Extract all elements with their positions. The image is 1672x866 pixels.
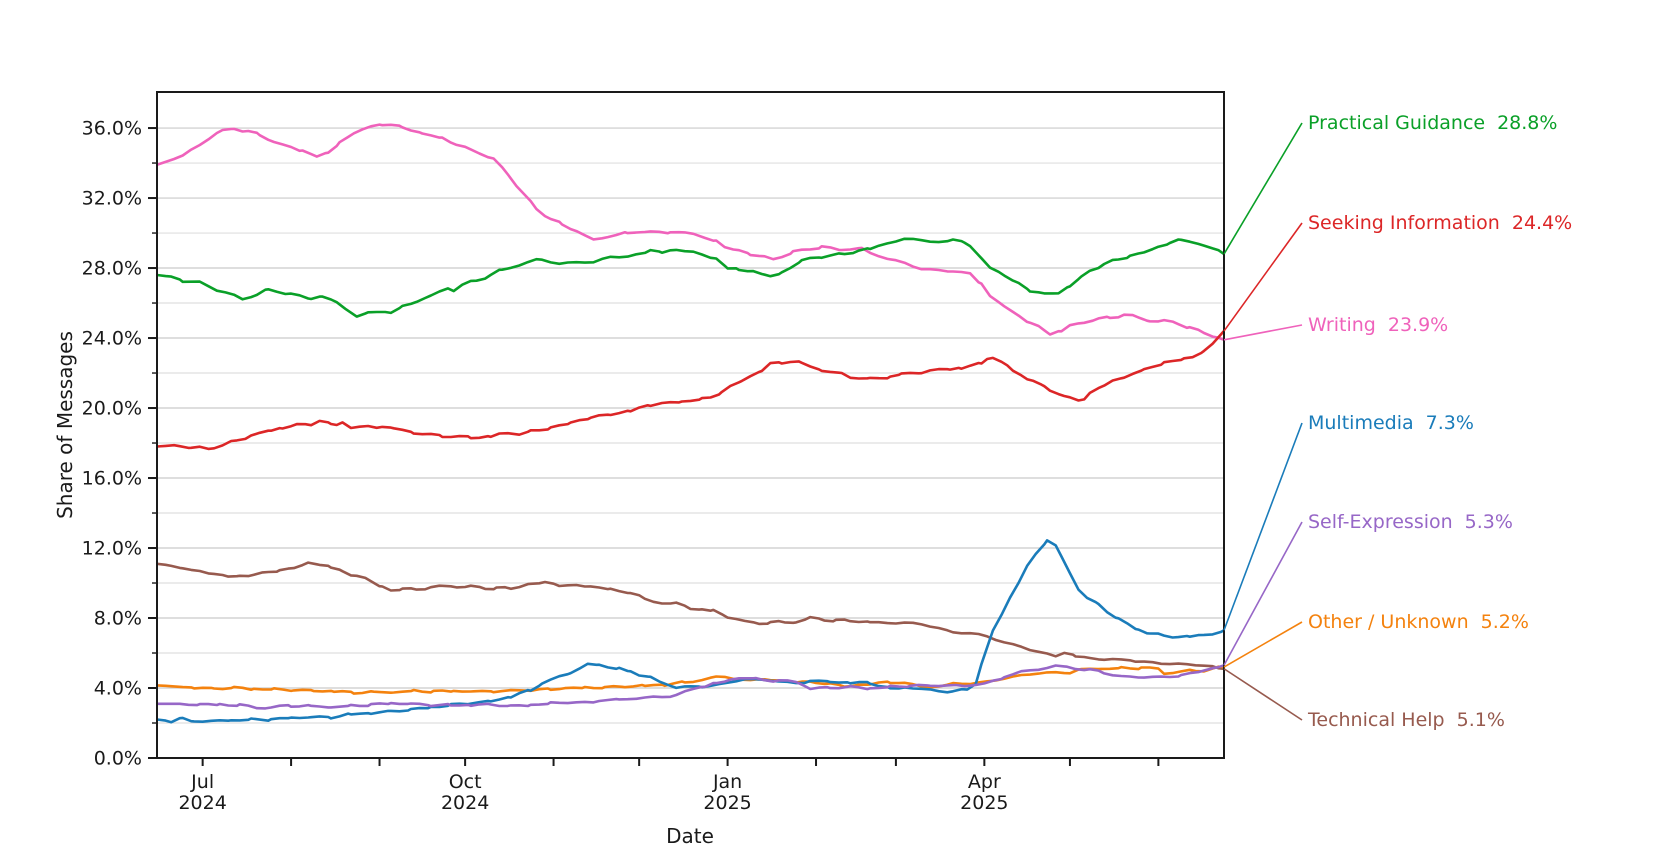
series-line-other-unknown — [157, 665, 1224, 695]
legend-other-unknown: Other / Unknown 5.2% — [1308, 608, 1529, 636]
series-line-writing — [157, 123, 1224, 342]
series-value: 5.1% — [1456, 709, 1505, 731]
y-tick-label: 20.0% — [82, 398, 142, 420]
series-value: 23.9% — [1387, 314, 1449, 336]
legend-seeking-information: Seeking Information 24.4% — [1308, 209, 1572, 237]
x-tick-label: Jan 2025 — [703, 771, 751, 814]
y-tick-label: 4.0% — [94, 678, 142, 700]
series-line-self-expression — [157, 663, 1224, 710]
y-tick-label: 0.0% — [94, 748, 142, 770]
series-value: 28.8% — [1497, 112, 1558, 134]
legend-self-expression: Self-Expression 5.3% — [1308, 508, 1513, 536]
y-tick-label: 28.0% — [82, 258, 142, 280]
legend-technical-help: Technical Help 5.1% — [1308, 706, 1505, 734]
y-tick-label: 32.0% — [82, 188, 142, 210]
leader-line-multimedia — [1223, 422, 1303, 631]
series-value: 24.4% — [1511, 212, 1573, 234]
series-name: Writing — [1308, 314, 1376, 336]
series-value: 5.3% — [1464, 511, 1513, 533]
legend-multimedia: Multimedia 7.3% — [1308, 409, 1474, 437]
y-tick-label: 16.0% — [82, 468, 142, 490]
series-lines-group — [157, 123, 1224, 724]
legend-practical-guidance: Practical Guidance 28.8% — [1308, 109, 1557, 137]
series-line-technical-help — [157, 561, 1224, 671]
y-tick-label: 36.0% — [82, 118, 142, 140]
series-value: 7.3% — [1425, 412, 1474, 434]
tick-labels-group: 0.0% 4.0% 8.0% 12.0% 16.0% 20.0% 24.0% 28.0% 32.… — [82, 118, 1009, 814]
leader-line-seeking-information — [1223, 222, 1303, 332]
x-tick-label: Jul 2024 — [178, 771, 226, 814]
leader-line-self-expression — [1223, 521, 1303, 666]
y-tick-label: 24.0% — [82, 328, 142, 350]
series-line-multimedia — [157, 539, 1224, 724]
tick-marks-group — [148, 127, 1160, 766]
y-axis-title: Share of Messages — [53, 331, 77, 519]
gridlines-group — [157, 127, 1224, 724]
series-name: Practical Guidance — [1308, 112, 1486, 134]
legend-leader-lines-group — [1223, 122, 1303, 721]
leader-line-technical-help — [1223, 668, 1303, 721]
leader-line-other-unknown — [1223, 621, 1303, 668]
series-name: Technical Help — [1308, 709, 1445, 731]
series-name: Other / Unknown — [1308, 611, 1469, 633]
y-tick-label: 12.0% — [82, 538, 142, 560]
series-name: Multimedia — [1308, 412, 1414, 434]
series-name: Self-Expression — [1308, 511, 1453, 533]
series-name: Seeking Information — [1308, 212, 1500, 234]
legend-writing: Writing 23.9% — [1308, 311, 1448, 339]
series-value: 5.2% — [1480, 611, 1529, 633]
plot-border — [156, 91, 1225, 759]
x-tick-label: Apr 2025 — [960, 771, 1008, 814]
x-axis-title: Date — [666, 824, 714, 848]
series-line-practical-guidance — [157, 237, 1224, 318]
series-line-seeking-information — [157, 329, 1224, 451]
x-tick-label: Oct 2024 — [441, 771, 489, 814]
leader-line-writing — [1223, 324, 1303, 341]
y-tick-label: 8.0% — [94, 608, 142, 630]
leader-line-practical-guidance — [1223, 122, 1303, 255]
